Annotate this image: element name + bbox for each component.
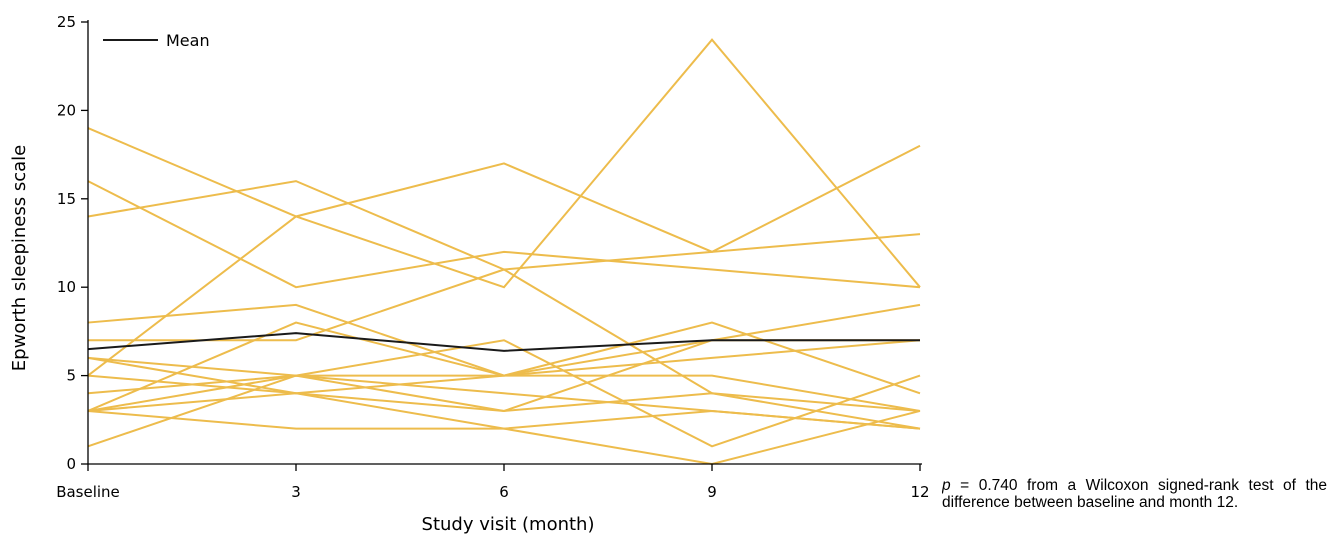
axes — [87, 20, 922, 465]
p-value-note: p = 0.740 from a Wilcoxon signed-rank te… — [942, 477, 1327, 537]
x-tick-label: 12 — [910, 483, 929, 501]
legend: Mean — [103, 31, 210, 50]
y-tick-label: 15 — [57, 190, 76, 208]
series-line-participant-3 — [87, 180, 921, 289]
p-value-symbol: p — [942, 477, 951, 494]
y-tick-label: 20 — [57, 101, 76, 119]
series-lines — [87, 38, 921, 466]
series-line-participant-7 — [87, 321, 921, 412]
y-tick-label: 0 — [66, 455, 76, 473]
y-tick-label: 5 — [66, 367, 76, 385]
series-line-participant-12 — [87, 374, 921, 412]
y-tick-label: 10 — [57, 278, 76, 296]
x-tick-label: 9 — [707, 483, 717, 501]
ticks: 0 5 10 15 20 25 Baseline 3 6 9 12 — [56, 13, 929, 501]
y-tick-label: 25 — [57, 13, 76, 31]
x-axis-title: Study visit (month) — [422, 514, 595, 535]
series-line-mean — [87, 332, 920, 352]
x-tick-label: 6 — [499, 483, 509, 501]
x-tick-label: 3 — [291, 483, 301, 501]
series-line-participant-1 — [87, 38, 921, 289]
series-line-participant-15 — [87, 392, 921, 430]
series-line-participant-4 — [87, 162, 921, 377]
series-line-participant-8 — [87, 339, 921, 448]
p-value-text: = 0.740 from a Wilcoxon signed-rank test… — [942, 477, 1327, 511]
y-axis-title: Epworth sleepiness scale — [9, 145, 30, 371]
x-tick-label: Baseline — [56, 483, 120, 501]
series-line-participant-11 — [87, 339, 921, 395]
series-line-participant-6 — [88, 268, 921, 430]
legend-label-mean: Mean — [166, 31, 210, 50]
